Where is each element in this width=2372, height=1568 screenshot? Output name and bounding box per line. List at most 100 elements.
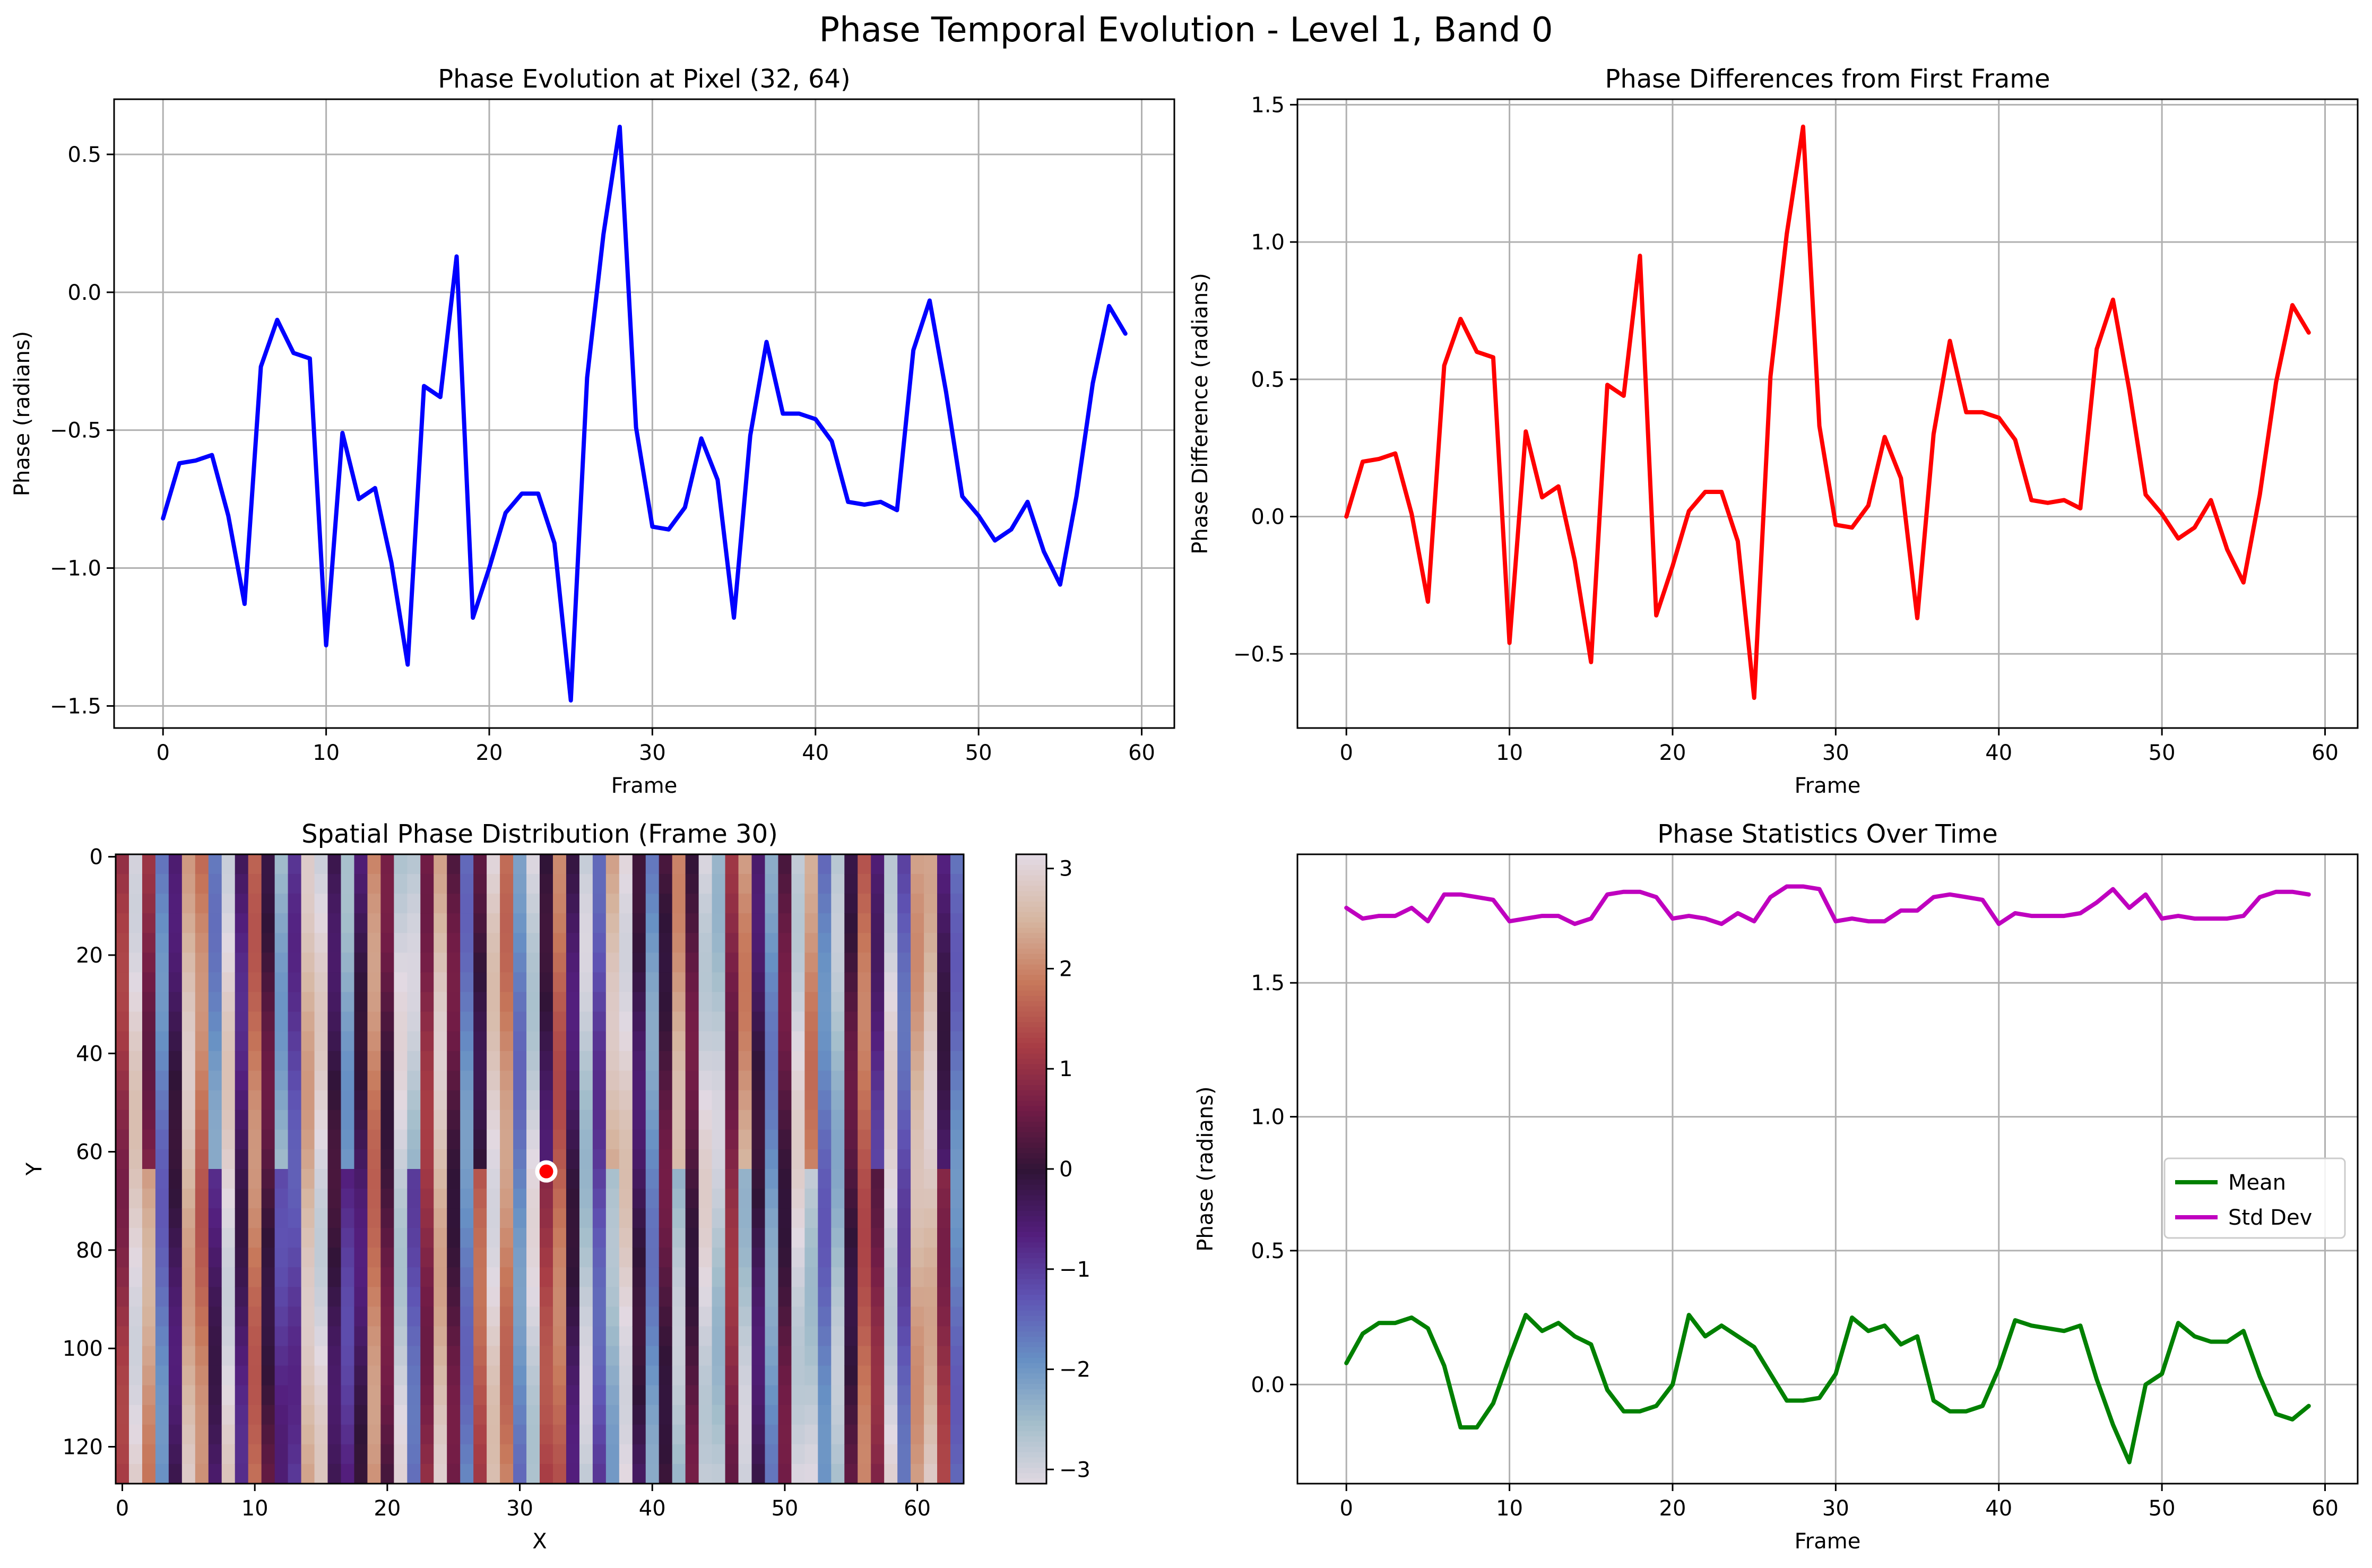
y-axis-label: Phase (radians) [1193, 1086, 1218, 1252]
heatmap-cell [274, 1070, 289, 1091]
heatmap-cell [288, 1090, 302, 1111]
heatmap-cell [248, 1070, 262, 1091]
heatmap-cell [314, 854, 328, 874]
heatmap-cell [685, 1326, 699, 1347]
heatmap-cell [235, 1110, 249, 1130]
colorbar-tick-label: −1 [1059, 1258, 1090, 1282]
heatmap-cell [526, 913, 540, 933]
heatmap-cell [128, 1011, 143, 1032]
heatmap-cell [632, 1208, 646, 1228]
heatmap-cell [168, 1228, 183, 1248]
heatmap-cell [235, 1129, 249, 1150]
heatmap-cell [911, 1267, 924, 1287]
heatmap-cell [327, 1248, 342, 1268]
heatmap-cell [778, 1031, 792, 1052]
y-tick-label: 0.5 [1251, 1239, 1285, 1263]
heatmap-cell [804, 913, 818, 933]
colorbar-tick-label: 3 [1059, 857, 1072, 881]
heatmap-cell [380, 1267, 394, 1287]
x-tick-label: 0 [116, 1496, 129, 1521]
heatmap-cell [897, 1149, 911, 1169]
heatmap-cell [751, 1110, 766, 1130]
heatmap-cell [818, 854, 832, 874]
heatmap-cell [765, 854, 779, 874]
heatmap-cell [645, 1267, 660, 1287]
heatmap-cell [208, 1463, 222, 1484]
heatmap-cell [871, 992, 885, 1012]
heatmap-cell [804, 1405, 818, 1425]
heatmap-cell [195, 933, 209, 953]
heatmap-cell [142, 1267, 156, 1287]
heatmap-cell [142, 1110, 156, 1130]
colorbar-segment [1016, 964, 1046, 971]
heatmap-cell [698, 854, 713, 874]
heatmap-cell [394, 992, 408, 1012]
heatmap-cell [235, 1444, 249, 1465]
heatmap-cell [473, 1110, 487, 1130]
heatmap-cell [526, 1051, 540, 1071]
heatmap-cell [301, 1051, 315, 1071]
heatmap-cell [168, 1070, 183, 1091]
heatmap-cell [632, 894, 646, 914]
colorbar-segment [1016, 1022, 1046, 1028]
x-tick-label: 20 [1659, 1496, 1686, 1521]
heatmap-cell [301, 1346, 315, 1366]
heatmap-cell [116, 1189, 129, 1209]
heatmap-cell [844, 1031, 858, 1052]
heatmap-cell [447, 1463, 461, 1484]
heatmap-cell [447, 1306, 461, 1327]
heatmap-cell [500, 894, 514, 914]
heatmap-cell [487, 1248, 500, 1268]
heatmap-cell [645, 1287, 660, 1307]
heatmap-cell [818, 1267, 832, 1287]
heatmap-cell [632, 992, 646, 1012]
heatmap-cell [605, 1287, 620, 1307]
heatmap-cell [659, 1306, 673, 1327]
heatmap-cell [526, 874, 540, 894]
heatmap-cell [221, 1365, 236, 1386]
heatmap-cell [341, 894, 355, 914]
heatmap-cell [605, 1405, 620, 1425]
heatmap-cell [884, 1365, 898, 1386]
colorbar-segment [1016, 1048, 1046, 1054]
heatmap-cell [937, 1306, 951, 1327]
heatmap-cell [500, 933, 514, 953]
heatmap-cell [394, 1365, 408, 1386]
heatmap-cell [128, 972, 143, 993]
heatmap-cell [685, 1110, 699, 1130]
heatmap-cell [327, 992, 342, 1012]
heatmap-cell [354, 1463, 368, 1484]
heatmap-cell [354, 1189, 368, 1209]
heatmap-cell [844, 1385, 858, 1406]
heatmap-cell [818, 1346, 832, 1366]
heatmap-cell [592, 1031, 607, 1052]
heatmap-cell [235, 1051, 249, 1071]
heatmap-cell [354, 894, 368, 914]
heatmap-cell [155, 1169, 169, 1189]
heatmap-cell [168, 1011, 183, 1032]
heatmap-cell [420, 1365, 434, 1386]
heatmap-cell [884, 1405, 898, 1425]
heatmap-cell [434, 1463, 447, 1484]
heatmap-cell [605, 933, 620, 953]
heatmap-cell [142, 1306, 156, 1327]
heatmap-cell [473, 1306, 487, 1327]
heatmap-cell [367, 992, 381, 1012]
heatmap-cell [911, 1169, 924, 1189]
heatmap-cell [407, 1287, 421, 1307]
heatmap-cell [778, 1110, 792, 1130]
heatmap-cell [765, 913, 779, 933]
heatmap-cell [897, 952, 911, 973]
heatmap-cell [911, 992, 924, 1012]
heatmap-cell [818, 1248, 832, 1268]
heatmap-cell [394, 1385, 408, 1406]
heatmap-cell [552, 874, 567, 894]
heatmap-cell [725, 1444, 739, 1465]
heatmap-cell [672, 1463, 686, 1484]
heatmap-cell [301, 1070, 315, 1091]
heatmap-cell [725, 1365, 739, 1386]
heatmap-cell [500, 1169, 514, 1189]
heatmap-cell [447, 1110, 461, 1130]
heatmap-cell [659, 1248, 673, 1268]
heatmap-cell [434, 874, 447, 894]
